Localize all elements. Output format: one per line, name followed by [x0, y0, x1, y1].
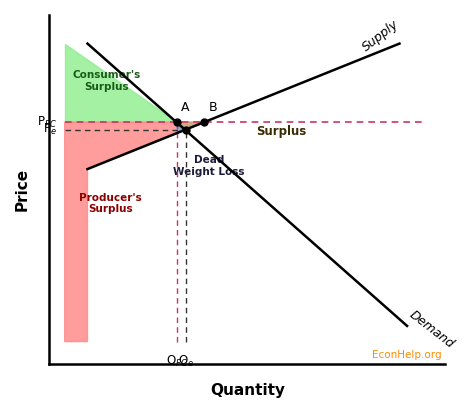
Text: P$_{PC}$: P$_{PC}$	[37, 114, 57, 130]
Polygon shape	[64, 122, 177, 342]
Y-axis label: Price: Price	[15, 168, 30, 211]
Text: Q$_e$: Q$_e$	[178, 354, 194, 369]
Polygon shape	[177, 122, 186, 133]
Text: P$_e$: P$_e$	[43, 122, 57, 137]
Polygon shape	[177, 122, 204, 130]
Text: Consumer's
Surplus: Consumer's Surplus	[73, 71, 141, 92]
Text: Supply: Supply	[360, 17, 401, 54]
Text: Dead
Weight Loss: Dead Weight Loss	[173, 155, 245, 177]
Text: Surplus: Surplus	[256, 125, 307, 138]
Text: A: A	[181, 101, 190, 114]
Text: Q$_{FC}$: Q$_{FC}$	[166, 354, 188, 369]
X-axis label: Quantity: Quantity	[210, 383, 285, 398]
Polygon shape	[64, 44, 177, 122]
Text: B: B	[208, 101, 217, 114]
Text: Demand: Demand	[407, 308, 456, 351]
Text: Producer's
Surplus: Producer's Surplus	[79, 193, 142, 214]
Text: EconHelp.org: EconHelp.org	[372, 350, 441, 360]
